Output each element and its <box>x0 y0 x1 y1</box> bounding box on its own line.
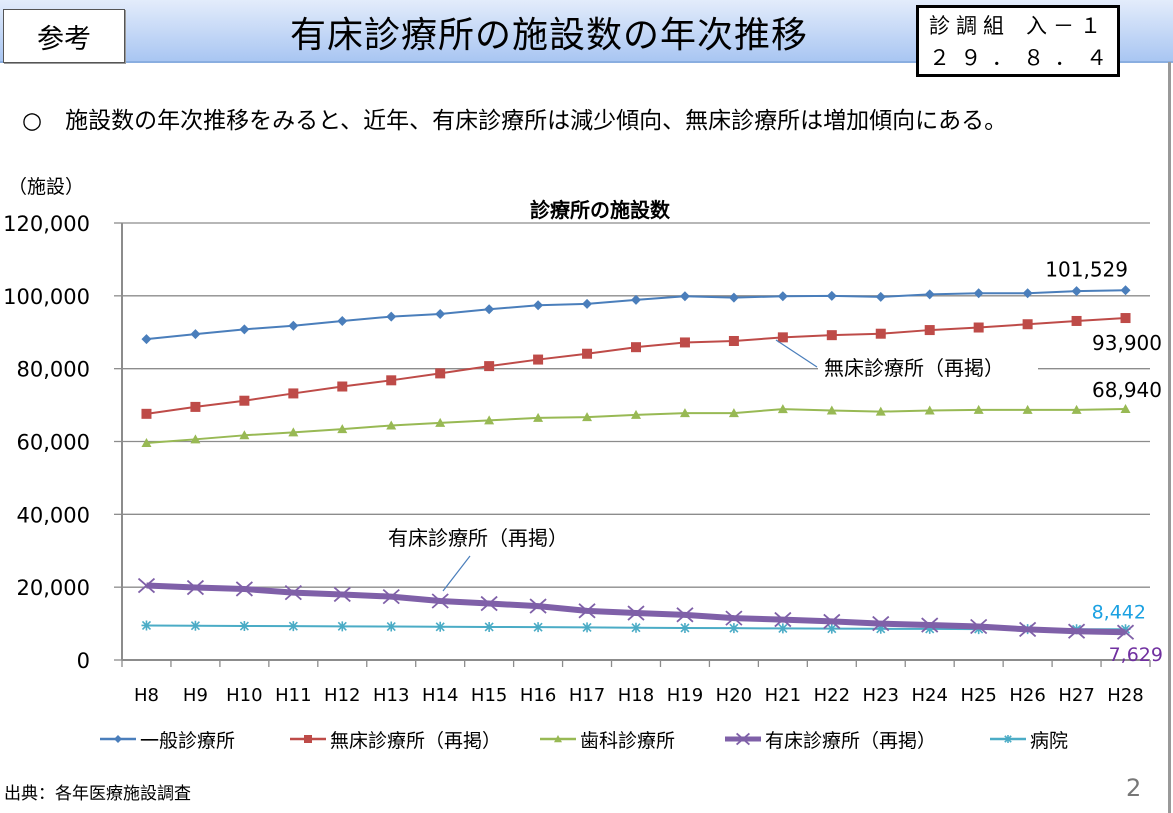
y-tick-label: 40,000 <box>17 503 90 527</box>
x-tick-label: H13 <box>373 685 409 706</box>
page-number: 2 <box>1126 774 1142 802</box>
chart-title: 診療所の施設数 <box>530 198 671 222</box>
value-label: 68,940 <box>1092 378 1162 402</box>
callout-label: 無床診療所（再掲） <box>824 356 1004 380</box>
x-tick-label: H18 <box>618 685 654 706</box>
y-tick-label: 20,000 <box>17 576 90 600</box>
slide-header: 参考 有床診療所の施設数の年次推移 診調組 入－１ ２ ９ ． ８ ． ４ <box>0 0 1173 77</box>
x-tick-label: H19 <box>667 685 703 706</box>
chart-canvas: 診療所の施設数 （施設） 0 20,000 40,000 60,000 80,000 100,… <box>3 176 1163 752</box>
value-label: 7,629 <box>1109 644 1163 666</box>
x-tick-label: H10 <box>226 685 262 706</box>
x-tick-label: H28 <box>1107 685 1143 706</box>
legend-label: 無床診療所（再掲） <box>330 730 501 752</box>
x-tick-label: H24 <box>911 685 947 706</box>
x-tick-label: H21 <box>765 685 801 706</box>
y-tick-label: 100,000 <box>3 285 90 309</box>
x-tick-label: H17 <box>569 685 605 706</box>
x-tick-label: H23 <box>863 685 899 706</box>
y-tick-label: 80,000 <box>17 358 90 382</box>
y-tick-label: 120,000 <box>3 212 90 236</box>
callout-label: 有床診療所（再掲） <box>388 526 568 550</box>
reference-label: 参考 <box>3 9 125 63</box>
x-tick-label: H14 <box>422 685 458 706</box>
value-label: 101,529 <box>1045 257 1128 281</box>
x-tick-label: H26 <box>1009 685 1045 706</box>
x-tick-label: H12 <box>324 685 360 706</box>
y-tick-label: 60,000 <box>17 431 90 455</box>
x-tick-label: H9 <box>183 685 208 706</box>
line-chart: 診療所の施設数 （施設） 0 20,000 40,000 60,000 80,000 100,… <box>0 160 1173 760</box>
x-tick-label: H22 <box>814 685 850 706</box>
page-title: 有床診療所の施設数の年次推移 <box>290 15 809 56</box>
x-tick-label: H11 <box>275 685 311 706</box>
document-id-box: 診調組 入－１ ２ ９ ． ８ ． ４ <box>916 5 1120 77</box>
doc-id-number: 入－１ <box>1026 14 1107 38</box>
summary-text: ○ 施設数の年次推移をみると、近年、有床診療所は減少傾向、無床診療所は増加傾向に… <box>22 108 1008 134</box>
x-tick-label: H27 <box>1058 685 1094 706</box>
x-tick-label: H8 <box>134 685 159 706</box>
legend-label: 病院 <box>1030 730 1068 752</box>
slide-border <box>1168 62 1171 813</box>
doc-id-date: ２ ９ ． ８ ． ４ <box>929 46 1107 70</box>
legend-label: 有床診療所（再掲） <box>765 730 936 752</box>
value-label: 93,900 <box>1092 331 1162 355</box>
doc-id-committee: 診調組 <box>929 14 1010 38</box>
x-tick-label: H20 <box>716 685 752 706</box>
y-axis-label: （施設） <box>8 176 84 198</box>
legend-label: 一般診療所 <box>140 730 235 752</box>
x-tick-label: H16 <box>520 685 556 706</box>
value-label: 8,442 <box>1092 601 1146 623</box>
y-tick-label: 0 <box>77 649 90 673</box>
x-tick-label: H25 <box>960 685 996 706</box>
source-note: 出典：各年医療施設調査 <box>4 784 191 804</box>
legend-label: 歯科診療所 <box>580 730 675 752</box>
x-tick-label: H15 <box>471 685 507 706</box>
